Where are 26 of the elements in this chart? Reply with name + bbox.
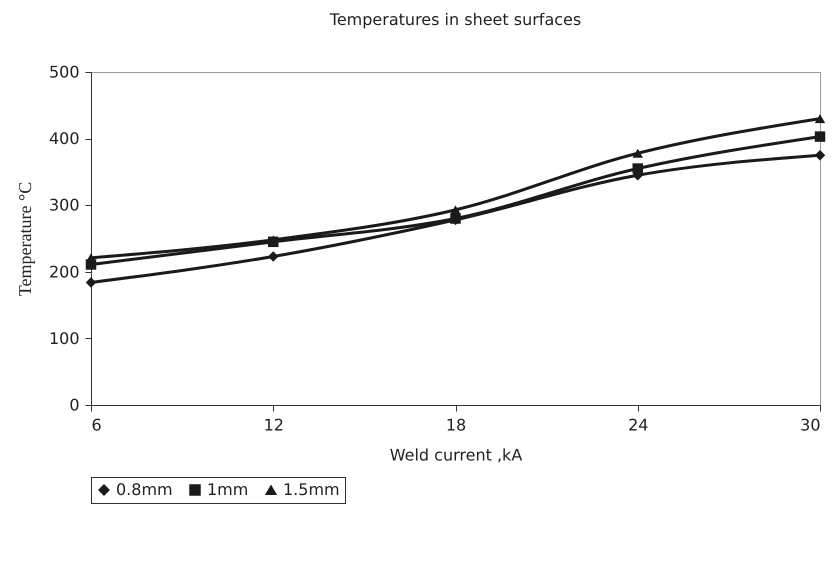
y-tick-label: 100 xyxy=(48,328,80,348)
x-tick-label: 24 xyxy=(628,416,648,434)
point xyxy=(86,277,96,288)
x-tick-label: 18 xyxy=(446,416,466,434)
point xyxy=(632,163,643,174)
y-axis-title: Temperature °C xyxy=(14,182,35,296)
y-tick-label: 200 xyxy=(48,262,80,282)
point xyxy=(632,148,643,158)
point xyxy=(268,251,278,262)
y-tick-label: 400 xyxy=(48,129,80,148)
point xyxy=(814,150,826,160)
x-tick-label: 30 xyxy=(800,416,820,434)
legend-label: 1mm xyxy=(207,480,248,499)
point xyxy=(86,253,96,262)
y-tick-label: 500 xyxy=(48,62,80,82)
x-axis-title: Weld current ,kA xyxy=(390,446,522,464)
point xyxy=(814,114,826,124)
chart-title: Temperatures in sheet surfaces xyxy=(328,10,582,29)
legend-label: 0.8mm xyxy=(116,480,173,499)
y-tick-label: 0 xyxy=(69,396,80,414)
x-tick-label: 12 xyxy=(264,416,284,434)
x-tick-label: 6 xyxy=(92,416,102,434)
point xyxy=(450,205,461,214)
y-tick-label: 300 xyxy=(48,196,80,215)
legend-label: 1.5mm xyxy=(283,480,340,499)
point xyxy=(814,131,826,142)
